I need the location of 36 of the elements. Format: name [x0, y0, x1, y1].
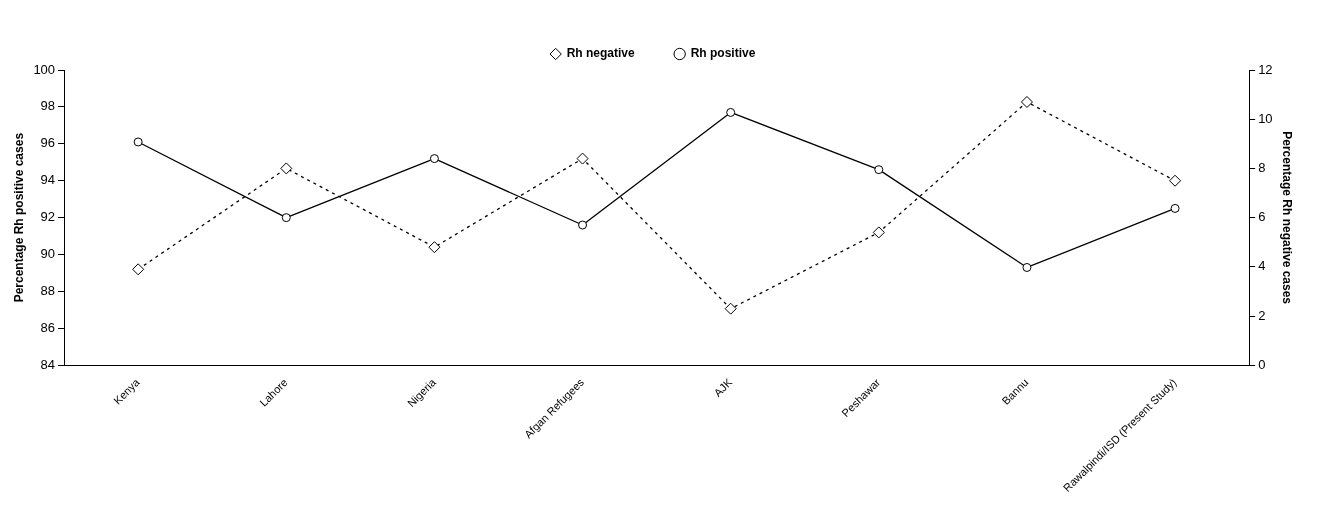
y-tick-label: 88	[40, 283, 56, 299]
point	[872, 226, 885, 239]
y-tick-label: 96	[40, 135, 56, 151]
y2-tick-label: 12	[1258, 61, 1273, 77]
y-tick-label: 98	[40, 98, 56, 114]
point	[1170, 203, 1180, 213]
point	[281, 213, 291, 223]
point	[280, 162, 293, 175]
point	[576, 152, 589, 165]
y-tick-label: 94	[40, 172, 56, 188]
y2-tick-label: 6	[1258, 209, 1266, 225]
y2-tick-label: 4	[1258, 258, 1266, 274]
y2-tick-label: 8	[1258, 160, 1266, 176]
y-tick-label: 84	[40, 356, 56, 372]
point	[428, 241, 441, 254]
y2-tick-label: 10	[1258, 110, 1273, 126]
legend-label: Rh positive	[690, 46, 756, 61]
y-tick-label: 86	[40, 319, 56, 335]
point	[429, 154, 439, 164]
y-tick-label: 100	[33, 61, 56, 77]
point	[132, 263, 145, 276]
point	[874, 165, 884, 175]
point	[1022, 262, 1032, 272]
point	[726, 107, 736, 117]
point	[578, 220, 588, 230]
y-tick-label: 92	[40, 209, 56, 225]
y2-tick-label: 2	[1258, 307, 1266, 323]
y-axis-title: Percentage Rh positive cases	[11, 132, 26, 303]
point	[133, 137, 143, 147]
point	[1169, 174, 1182, 187]
legend-label: Rh negative	[566, 46, 635, 61]
y-tick-label: 90	[40, 246, 56, 262]
y2-axis-title: Percentage Rh negative cases	[1280, 131, 1295, 305]
point	[1020, 95, 1033, 108]
y2-tick-label: 0	[1258, 356, 1266, 372]
point	[724, 302, 737, 315]
